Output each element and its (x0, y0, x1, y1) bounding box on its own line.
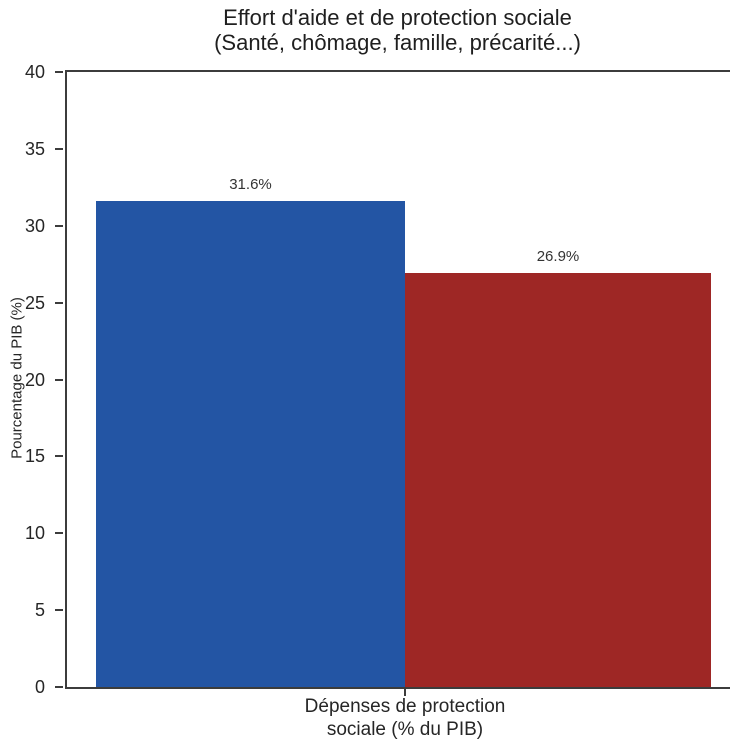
x-tick-mark (404, 689, 406, 696)
y-tick-mark (55, 455, 63, 458)
y-tick-mark (55, 71, 63, 73)
y-tick-40: 40 (5, 63, 63, 81)
plot-inner: 0 5 10 15 20 25 30 35 40 31.6% 26.9% (25, 63, 730, 696)
y-tick-label: 15 (24, 446, 45, 467)
y-tick-15: 15 (5, 447, 63, 465)
y-tick-mark (55, 609, 63, 612)
y-tick-mark (55, 532, 63, 535)
y-tick-mark (55, 301, 63, 304)
y-tick-30: 30 (5, 217, 63, 235)
chart-title-line1: Effort d'aide et de protection sociale (223, 5, 572, 30)
y-tick-5: 5 (5, 601, 63, 619)
plot-area: 0 5 10 15 20 25 30 35 40 31.6% 26.9% (25, 63, 730, 696)
y-tick-25: 25 (5, 294, 63, 312)
y-tick-mark (55, 224, 63, 227)
chart-title-line2: (Santé, chômage, famille, précarité...) (214, 30, 581, 55)
y-tick-label: 35 (24, 138, 45, 159)
y-tick-label: 25 (24, 292, 45, 313)
x-axis-category-label: Dépenses de protection sociale (% du PIB… (304, 696, 506, 740)
bar-blue: 31.6% (96, 176, 405, 687)
y-tick-20: 20 (5, 371, 63, 389)
y-tick-10: 10 (5, 524, 63, 542)
bar-blue-value-label: 31.6% (229, 176, 272, 194)
y-tick-0: 0 (5, 678, 63, 696)
y-tick-mark (55, 147, 63, 150)
y-tick-label: 0 (34, 677, 45, 697)
y-tick-35: 35 (5, 140, 63, 158)
bar-red-value-label: 26.9% (536, 248, 580, 266)
y-tick-mark (55, 686, 63, 688)
y-tick-label: 20 (24, 369, 45, 390)
y-tick-label: 40 (24, 62, 45, 82)
y-tick-label: 10 (24, 523, 45, 544)
y-tick-label: 5 (34, 600, 45, 621)
y-tick-label: 30 (24, 215, 45, 236)
bar-red: 26.9% (405, 248, 711, 687)
y-tick-mark (55, 378, 63, 381)
chart-title: Effort d'aide et de protection sociale (… (65, 5, 730, 55)
